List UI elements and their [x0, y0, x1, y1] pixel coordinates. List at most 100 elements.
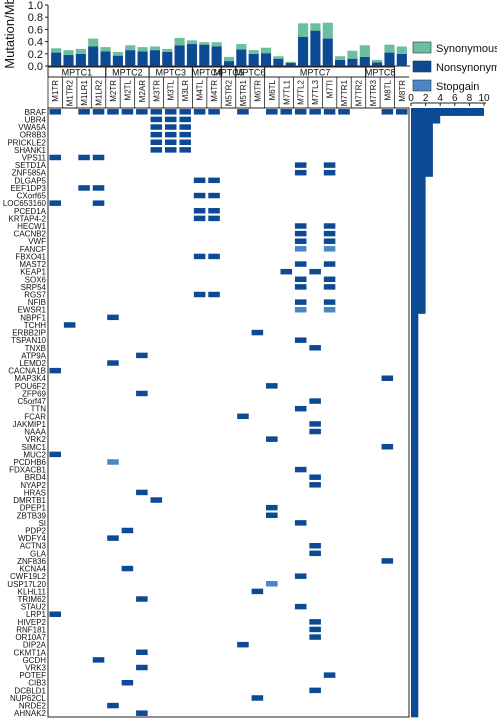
mutation-cell [309, 428, 321, 435]
mutation-cell [136, 710, 148, 716]
bar-nonsynonymous-19 [285, 62, 296, 66]
mutation-cell [251, 588, 264, 595]
count-bar [411, 519, 419, 527]
bar-synonymous-0 [51, 48, 62, 53]
group-label: MPTC3 [155, 68, 186, 78]
bar-synonymous-8 [149, 46, 160, 51]
count-bar [411, 473, 419, 482]
count-bar [411, 374, 419, 383]
group-label: MPTC1 [62, 68, 93, 78]
mutation-cell [294, 169, 307, 176]
count-tick-label: 0 [408, 93, 414, 104]
mutation-cell [193, 192, 206, 199]
count-bar [411, 115, 441, 124]
bar-nonsynonymous-17 [260, 53, 272, 66]
legend-label-stopgain: Stopgain [436, 81, 479, 93]
count-bar [411, 602, 419, 611]
count-bar [411, 237, 426, 246]
mutation-cell [179, 139, 191, 145]
bar-synonymous-4 [100, 47, 111, 52]
sample-label: M2TR [109, 80, 118, 102]
gene-label: NFIB [28, 298, 46, 307]
mutation-cell [294, 306, 307, 313]
count-bar [411, 633, 419, 642]
count-bar [411, 161, 433, 170]
mutation-cell [309, 482, 321, 488]
sample-label: M1LR2 [95, 79, 104, 105]
bar-synonymous-14 [223, 56, 235, 62]
bar-synonymous-22 [322, 22, 333, 39]
mutation-cell [49, 611, 61, 617]
mutation-cell [208, 291, 220, 298]
gene-label: GLA [30, 549, 47, 558]
count-bar [411, 458, 419, 467]
gene-label: NRDE2 [19, 702, 47, 711]
gene-label: TSPAN10 [11, 336, 47, 345]
mutation-cell [193, 215, 206, 222]
mutation-cell [381, 444, 394, 450]
mutation-cell [294, 405, 307, 412]
mutation-cell [107, 459, 119, 465]
mutation-cell [294, 223, 307, 229]
gene-label: RNF181 [16, 625, 46, 634]
gene-label: NYAP2 [20, 481, 46, 490]
mutation-cell [121, 109, 134, 115]
sample-label: M3TL [167, 79, 176, 100]
count-bar [411, 252, 426, 261]
bar-nonsynonymous-24 [347, 58, 358, 66]
mutation-cell [164, 147, 177, 153]
bar-nonsynonymous-3 [88, 46, 99, 66]
sample-label: M7TR3 [369, 79, 378, 106]
gene-label: STAU2 [21, 603, 47, 612]
count-bar [411, 359, 419, 368]
bar-nonsynonymous-15 [236, 49, 247, 66]
gene-label: POU6F2 [15, 382, 47, 391]
count-bar [411, 313, 419, 322]
mutation-cell [237, 413, 249, 420]
mutation-cell [136, 664, 148, 671]
bar-synonymous-5 [112, 51, 123, 56]
count-bar [411, 465, 419, 474]
bar-synonymous-9 [162, 48, 173, 52]
count-bar [411, 336, 419, 345]
gene-labels: BRAFUBR4VWA5AOR8B3PRICKLE2SHANK1VPS11SET… [3, 108, 47, 718]
mutation-cell [323, 306, 336, 313]
gene-label: ERBB2IP [12, 329, 46, 338]
count-bar [411, 678, 419, 687]
count-bar [411, 526, 419, 535]
gene-label: ZFP69 [22, 389, 47, 398]
mutation-cell [309, 398, 321, 404]
mutation-cell [323, 246, 336, 252]
gene-label: FBXO41 [15, 252, 46, 261]
gene-label: UBR4 [25, 115, 47, 124]
sample-label: M2AR [138, 80, 147, 102]
gene-label: HECW1 [17, 222, 46, 231]
gene-label: SIMC1 [22, 443, 47, 452]
gene-label: NUP62CL [10, 694, 47, 703]
group-label: MPTC7 [300, 68, 331, 78]
mutation-cell [208, 192, 220, 199]
mutation-cell [150, 139, 163, 145]
mutation-cell [309, 109, 321, 115]
count-bar [411, 191, 426, 200]
gene-label: HIVEP2 [18, 618, 47, 627]
bar-nonsynonymous-7 [137, 51, 148, 66]
sample-label: M6TL [268, 79, 277, 100]
mutation-cell [136, 596, 148, 602]
count-bar [411, 579, 419, 588]
gene-label: HRAS [24, 488, 46, 497]
gene-label: C5orf47 [18, 397, 47, 406]
ytick-label: 0.8 [28, 12, 43, 24]
legend-swatch-nonsynonymous [412, 60, 432, 73]
mutation-cell [164, 116, 177, 123]
gene-label: CKMT1A [14, 648, 47, 657]
count-bar [411, 206, 426, 215]
count-bar [411, 572, 419, 581]
bar-synonymous-3 [88, 38, 99, 47]
sample-label: M6TR [253, 80, 262, 102]
bar-nonsynonymous-8 [149, 50, 160, 66]
gene-label: DCBLD1 [14, 686, 46, 695]
mutation-cell [179, 124, 191, 130]
mutation-cell [323, 261, 336, 267]
bar-nonsynonymous-9 [162, 51, 173, 66]
